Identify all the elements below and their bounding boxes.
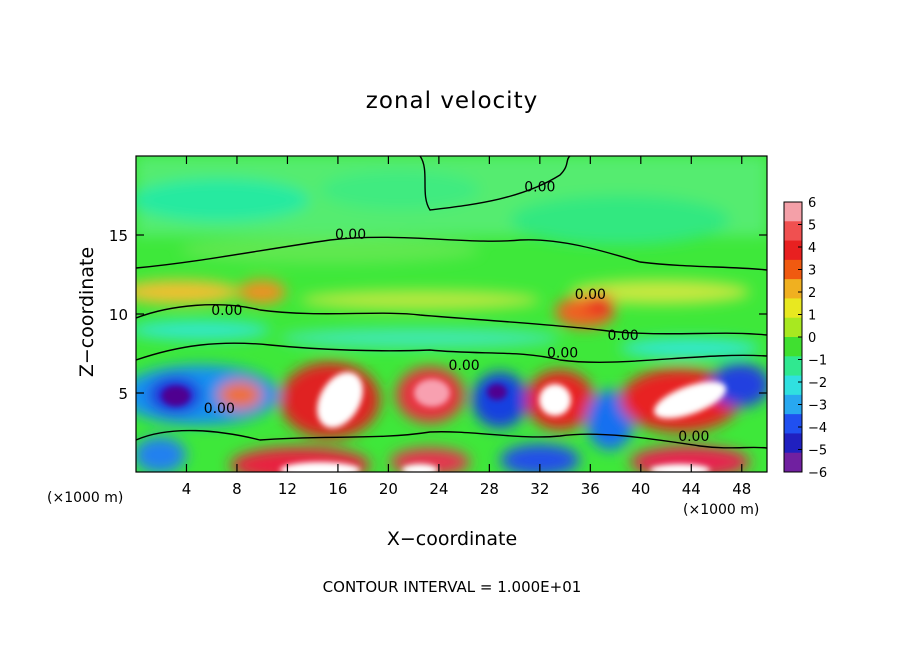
x-unit-left: (×1000 m)	[47, 490, 124, 506]
colorbar-swatch	[784, 259, 802, 280]
x-tick-label: 40	[631, 480, 650, 498]
contour-interval-note: CONTOUR INTERVAL = 1.000E+01	[322, 578, 582, 596]
contour-label: 0.00	[547, 346, 578, 362]
colorbar-swatch	[784, 375, 802, 396]
colorbar-swatch	[784, 337, 802, 357]
x-tick-label: 36	[581, 480, 600, 498]
x-axis-label: X−coordinate	[386, 528, 518, 550]
y-axis-label: Z−coordinate	[76, 246, 98, 378]
colorbar-tick-label: 5	[808, 219, 816, 234]
x-unit-right: (×1000 m)	[683, 502, 760, 518]
colorbar-swatch	[784, 394, 802, 415]
colorbar-tick-label: −3	[808, 399, 827, 414]
colorbar-swatch	[784, 317, 802, 338]
contour-label: 0.00	[449, 358, 480, 374]
colorbar-swatch	[784, 433, 802, 454]
x-tick-label: 24	[429, 480, 448, 498]
x-tick-label: 44	[682, 480, 701, 498]
contour-label: 0.00	[575, 287, 606, 303]
contour-label: 0.00	[608, 328, 639, 344]
colorbar-tick-label: −4	[808, 421, 827, 436]
colorbar-tick-label: −6	[808, 466, 827, 481]
colorbar-tick-label: 2	[808, 286, 816, 301]
colorbar-tick-label: 3	[808, 264, 816, 279]
colorbar-tick-label: −1	[808, 354, 827, 369]
contour-label: 0.00	[524, 180, 555, 196]
x-tick-label: 32	[530, 480, 549, 498]
colorbar-swatch	[784, 279, 802, 299]
contour-labels: 0.00 0.00 0.00 0.00 0.00 0.00 0.00 0.00 0.00	[204, 180, 710, 446]
colorbar-tick-label: 1	[808, 309, 816, 324]
x-tick-label: 28	[480, 480, 499, 498]
colorbar-tick-label: 6	[808, 196, 816, 211]
colorbar-swatch	[784, 356, 802, 377]
y-tick-label: 5	[118, 385, 128, 403]
chart-title: zonal velocity	[365, 88, 539, 114]
x-tick-label: 20	[379, 480, 398, 498]
contour-label: 0.00	[211, 303, 242, 319]
x-tick-label: 12	[278, 480, 297, 498]
x-tick-label: 4	[182, 480, 192, 498]
contour-label: 0.00	[204, 401, 235, 417]
y-tick-label: 10	[109, 306, 128, 324]
colorbar: 6 5 4 3 2 1 0 −1 −2 −3 −4 −5 −6	[783, 196, 827, 481]
x-tick-label: 16	[328, 480, 347, 498]
colorbar-tick-label: 4	[808, 241, 816, 256]
colorbar-tick-label: 0	[808, 331, 816, 346]
velocity-field	[136, 156, 767, 472]
colorbar-swatch	[784, 452, 802, 473]
colorbar-swatch	[784, 414, 802, 434]
contour-label: 0.00	[335, 227, 366, 243]
y-tick-label: 15	[109, 227, 128, 245]
colorbar-swatch	[784, 298, 802, 319]
colorbar-swatch	[784, 240, 802, 261]
contour-label: 0.00	[678, 429, 709, 445]
colorbar-swatch	[784, 221, 802, 242]
x-tick-label: 8	[232, 480, 242, 498]
x-tick-label: 48	[732, 480, 751, 498]
colorbar-swatch	[784, 202, 802, 222]
colorbar-tick-label: −5	[808, 444, 827, 459]
colorbar-tick-label: −2	[808, 376, 827, 391]
